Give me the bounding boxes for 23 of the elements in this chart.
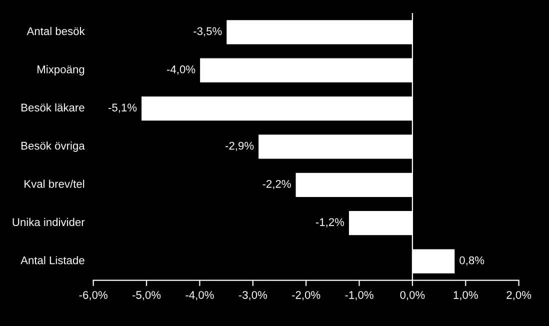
x-tick-label: 0,0% <box>400 291 425 300</box>
x-tick-label: -1,0% <box>345 291 374 300</box>
data-label: 0,8% <box>460 256 484 266</box>
data-label: -5,1% <box>108 104 137 113</box>
y-tick-label: Besök läkare <box>22 103 84 112</box>
x-tick-label: -4,0% <box>186 291 214 300</box>
data-label: -4,0% <box>167 65 196 75</box>
x-tick-label: -3,0% <box>238 291 267 300</box>
data-label: -2,9% <box>226 142 254 151</box>
data-label: -2,2% <box>262 180 291 190</box>
x-tick-label: -5,0% <box>132 291 161 300</box>
y-tick-label: Besök övriga <box>22 142 85 152</box>
y-tick-label: Antal besök <box>26 26 85 36</box>
x-tick-label: -2,0% <box>292 291 320 300</box>
y-tick-label: Unika individer <box>12 218 85 226</box>
x-tick-label: 2,0% <box>506 291 532 300</box>
data-label: -3,5% <box>194 27 222 36</box>
x-tick-label: -6,0% <box>79 291 108 300</box>
data-label: -1,2% <box>316 218 344 228</box>
y-tick-label: Antal Listade <box>20 256 84 264</box>
y-tick-label: Mixpoäng <box>38 65 84 76</box>
x-tick-label: 1,0% <box>454 291 478 300</box>
y-tick-label: Kval brev/tel <box>24 180 84 188</box>
